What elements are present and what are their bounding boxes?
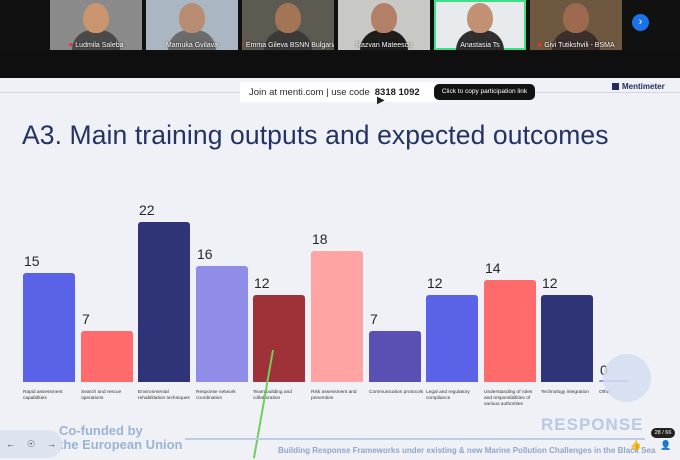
copy-link-button[interactable]: Click to copy participation link: [434, 84, 535, 100]
participant-face: [467, 3, 493, 33]
chart-bar: [81, 331, 133, 382]
participant-body: [264, 30, 312, 50]
participant-name: Razvan Mateescu: [355, 42, 413, 49]
mic-muted-icon: ●: [537, 40, 543, 49]
eu-line: the European Union: [59, 437, 183, 452]
participant-name: Ludmila Saleba: [75, 41, 124, 49]
bar-value-label: 12: [427, 275, 443, 291]
bar-category-label: Understanding of roles and responsibilit…: [484, 390, 533, 407]
participant-name-row: Anastasia Ts: [434, 42, 526, 49]
chart-bar: [196, 266, 248, 382]
mouse-cursor-icon: ▶: [377, 95, 385, 106]
participant-tile[interactable]: ● Ludmila Saleba: [50, 0, 142, 50]
bar-category-label: Legal and regulatory compliance: [426, 390, 470, 401]
thumbs-up-icon[interactable]: 👍: [630, 440, 642, 450]
participant-name: Mamuka Gvilava: [165, 42, 219, 49]
page-counter: 28 / 66: [651, 428, 675, 438]
join-banner: Join at menti.com | use code 8318 1092: [240, 82, 440, 102]
bar-category-label: Other: [599, 390, 611, 395]
mic-muted-icon: ●: [242, 41, 244, 49]
join-code: 8318 1092: [374, 86, 420, 98]
arrow-right-icon[interactable]: →: [47, 439, 56, 449]
participant-tile[interactable]: ● Givi Tutikshvili - BSMA: [530, 0, 622, 50]
response-logo: RESPONSE: [541, 415, 644, 434]
chart-bar: [426, 295, 478, 382]
bar-category-label: Team building and collaboration: [253, 390, 292, 401]
bar-value-label: 22: [139, 202, 155, 218]
participant-body: [168, 30, 216, 50]
bar-category-label: Communication protocols: [369, 390, 424, 395]
participant-name-row: ●Emma Gileva BSNN Bulgaria: [242, 41, 334, 49]
footer-tagline: Building Response Frameworks under exist…: [278, 446, 656, 455]
bar-category-label: Environmental rehabilitation techniques: [138, 390, 190, 401]
participant-name: Givi Tutikshvili - BSMA: [544, 41, 615, 49]
participant-body: [456, 30, 504, 50]
participant-name: Emma Gileva BSNN Bulgaria: [245, 41, 334, 49]
participant-tile[interactable]: Razvan Mateescu: [338, 0, 430, 50]
bar-value-label: 12: [542, 275, 558, 291]
bar-category-label: Search and rescue operations: [81, 390, 122, 401]
chart-bar: [369, 331, 421, 382]
cofunded-line: Co-funded by: [59, 423, 143, 438]
bar-category-label: Technology integration: [541, 390, 590, 395]
participant-tile[interactable]: Mamuka Gvilava: [146, 0, 238, 50]
participant-tile[interactable]: ●Emma Gileva BSNN Bulgaria: [242, 0, 334, 50]
chart-bar: [138, 222, 190, 382]
chart-bar: [311, 251, 363, 382]
bar-value-label: 15: [24, 253, 40, 269]
bar-category-label: Response network coordination: [196, 390, 236, 401]
pointer-icon[interactable]: ☉: [26, 438, 36, 449]
chart-bar: [253, 295, 305, 382]
participant-face: [179, 3, 205, 33]
participant-face: [563, 3, 589, 33]
participant-body: [360, 30, 408, 50]
chart-bar: [484, 280, 536, 382]
participant-face: [275, 3, 301, 33]
participant-tile[interactable]: Anastasia Ts: [434, 0, 526, 50]
slide-nav-controls: ← ☉ →: [0, 430, 62, 458]
bar-value-label: 7: [370, 311, 378, 327]
participant-name-row: Razvan Mateescu: [338, 42, 430, 49]
mentimeter-logo: Mentimeter: [612, 82, 665, 91]
footer-divider: [185, 438, 645, 440]
participant-body: [552, 30, 600, 50]
mentimeter-wordmark: Mentimeter: [622, 82, 665, 91]
bar-value-label: 14: [485, 260, 501, 276]
chart-bar: [23, 273, 75, 382]
bar-value-label: 7: [82, 311, 90, 327]
mentimeter-mark-icon: [612, 83, 619, 90]
participant-name-row: ● Givi Tutikshvili - BSMA: [530, 41, 622, 49]
chart-bar: [541, 295, 593, 382]
participant-name-row: ● Ludmila Saleba: [50, 41, 142, 49]
bar-value-label: 18: [312, 231, 328, 247]
bar-value-label: 12: [254, 275, 270, 291]
black-sea-logo-icon: [603, 354, 651, 402]
participant-body: [72, 30, 120, 50]
participant-face: [371, 3, 397, 33]
participant-name-row: Mamuka Gvilava: [146, 42, 238, 49]
eu-cofunded-label: Co-funded by the European Union: [59, 424, 183, 452]
bar-value-label: 16: [197, 246, 213, 262]
mic-muted-icon: ●: [68, 40, 74, 49]
bar-category-label: Risk assessment and prevention: [311, 390, 357, 401]
arrow-left-icon[interactable]: ←: [5, 439, 15, 449]
slide-title: A3. Main training outputs and expected o…: [22, 120, 609, 150]
chevron-right-icon[interactable]: ›: [632, 14, 649, 31]
join-text: Join at menti.com | use code: [249, 86, 370, 98]
participant-name: Anastasia Ts: [460, 42, 500, 49]
user-icon[interactable]: 👤: [660, 440, 672, 450]
bar-category-label: Rapid assessment capabilities: [23, 390, 63, 401]
participant-face: [83, 3, 109, 33]
